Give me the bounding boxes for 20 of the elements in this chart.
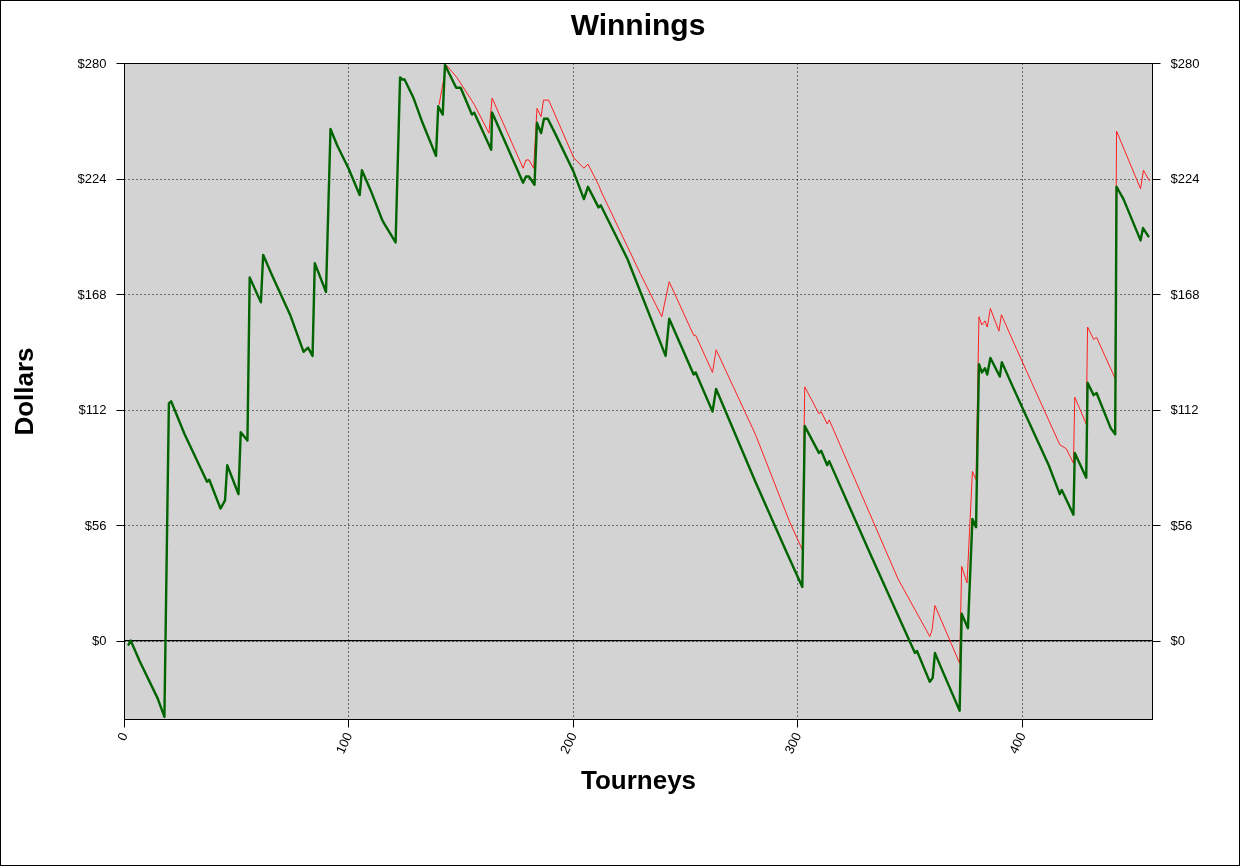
y-tick-label: $0 <box>92 633 107 649</box>
y-tick-label: $224 <box>77 171 107 187</box>
x-tick-label: 200 <box>556 730 580 757</box>
x-tick-label: 0 <box>114 730 131 744</box>
x-axis-title: Tourneys <box>580 765 697 796</box>
y-tick-label: $280 <box>77 55 107 71</box>
y-tick-label: $56 <box>84 517 107 533</box>
y2-tick-label: $112 <box>1170 402 1199 418</box>
x-tick-label: 100 <box>332 730 356 757</box>
y2-tick-label: $280 <box>1170 55 1200 71</box>
y-tick-label: $168 <box>77 286 107 302</box>
x-tick-label: 300 <box>781 730 805 757</box>
y2-tick-label: $0 <box>1170 633 1185 649</box>
chart-title: Winnings <box>570 8 706 41</box>
x-tick-label: 400 <box>1005 730 1029 757</box>
y2-tick-label: $168 <box>1170 286 1200 302</box>
y2-tick-label: $56 <box>1170 517 1193 533</box>
y-axis-title: Dollars <box>8 347 39 436</box>
y2-tick-label: $224 <box>1170 171 1200 187</box>
y-tick-label: $112 <box>78 402 107 418</box>
